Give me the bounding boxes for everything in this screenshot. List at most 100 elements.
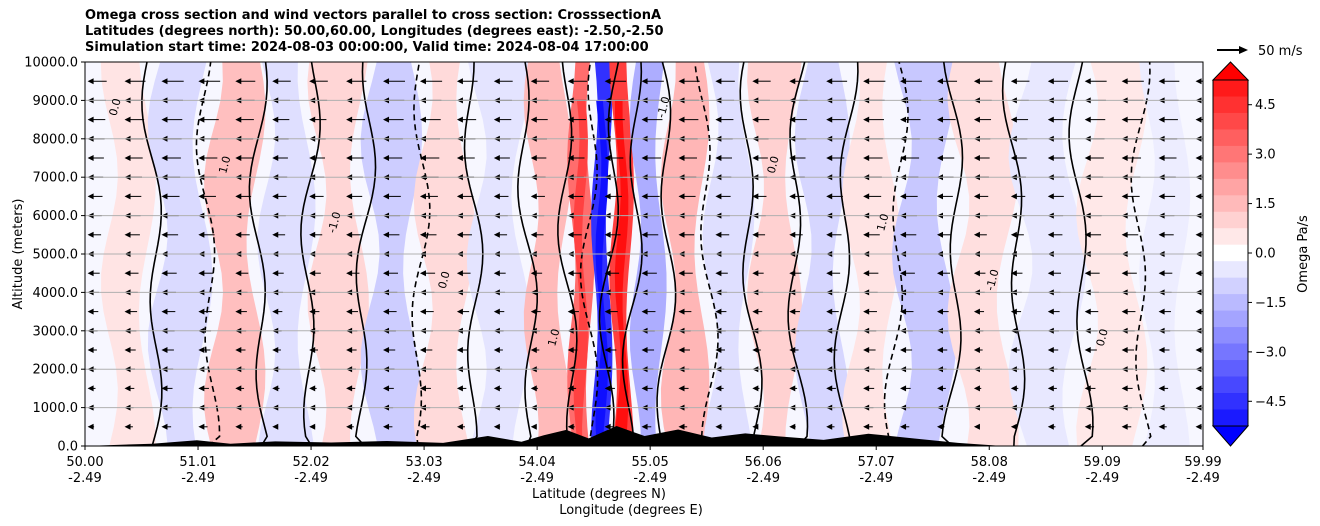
wind-vector-head <box>937 385 944 392</box>
wind-vector-head <box>1047 193 1054 200</box>
wind-vector-head <box>1195 231 1202 238</box>
wind-vector-head <box>973 385 980 392</box>
wind-vector-head <box>309 347 316 353</box>
contour-label: -1.0 <box>655 95 673 119</box>
wind-vector-head <box>1158 231 1165 238</box>
wind-vector-head <box>272 78 279 85</box>
x-tick-label-lon: -2.49 <box>972 471 1006 486</box>
wind-vector-head <box>567 385 574 392</box>
wind-vector-head <box>973 308 980 315</box>
wind-vector-head <box>346 155 353 161</box>
wind-vector-head <box>456 78 463 85</box>
wind-vector-head <box>1195 78 1202 85</box>
x-axis-label-latitude: Latitude (degrees N) <box>532 487 666 502</box>
wind-vector-head <box>1121 193 1128 200</box>
x-tick-label-lat: 52.02 <box>292 455 329 470</box>
wind-vector-head <box>87 270 94 277</box>
wind-vector-head <box>1047 423 1054 430</box>
wind-vector-head <box>346 423 353 430</box>
wind-vector-head <box>937 270 944 277</box>
wind-vector-head <box>789 270 796 277</box>
wind-vector-head <box>1047 308 1054 315</box>
wind-vector-head <box>937 347 944 353</box>
wind-vector-head <box>346 270 353 277</box>
wind-vector-head <box>272 193 279 200</box>
wind-vector-head <box>198 385 205 392</box>
quiver-key-arrowhead <box>1239 46 1248 54</box>
wind-vector-head <box>1158 385 1165 392</box>
wind-vector-head <box>1158 193 1165 200</box>
wind-vector-head <box>235 270 242 277</box>
wind-vector-head <box>272 155 279 161</box>
wind-vector-head <box>1047 231 1054 238</box>
wind-vector-head <box>715 423 722 430</box>
colorbar-level <box>1213 294 1248 311</box>
wind-vector-head <box>1084 231 1091 238</box>
quiver-key-label: 50 m/s <box>1258 44 1303 59</box>
wind-vector-head <box>567 116 574 123</box>
x-tick-label-lat: 57.07 <box>858 455 895 470</box>
wind-vector-head <box>863 78 870 85</box>
wind-vector-head <box>604 231 611 238</box>
wind-vector-head <box>1047 155 1054 161</box>
wind-vector-head <box>604 116 611 123</box>
wind-vector-head <box>715 231 722 238</box>
colorbar-label: Omega Pa/s <box>1296 215 1311 293</box>
wind-vector-head <box>826 347 833 353</box>
wind-vector-head <box>419 116 426 123</box>
contour-line <box>195 62 221 446</box>
wind-vector-head <box>346 347 353 353</box>
wind-vector-head <box>272 385 279 392</box>
wind-vector-head <box>641 347 648 353</box>
wind-vector-head <box>87 78 94 85</box>
wind-vector-head <box>309 116 316 123</box>
y-axis-label: Altitude (meters) <box>11 199 26 310</box>
x-axis-label-longitude: Longitude (degrees E) <box>559 503 703 518</box>
contour-line <box>694 62 719 446</box>
wind-vector-head <box>789 423 796 430</box>
wind-vector-head <box>1195 308 1202 315</box>
wind-vector-head <box>1084 308 1091 315</box>
wind-vector-head <box>604 155 611 161</box>
wind-vector-head <box>973 347 980 353</box>
colorbar-level <box>1213 96 1248 113</box>
wind-vector-head <box>309 155 316 161</box>
x-tick-label-lat: 50.00 <box>66 455 103 470</box>
contour-label: 0.0 <box>107 97 124 117</box>
colorbar-level <box>1213 409 1248 426</box>
wind-vector-head <box>1084 270 1091 277</box>
x-tick-label-lon: -2.49 <box>407 471 441 486</box>
contour-label: 0.0 <box>436 270 453 290</box>
wind-vector-head <box>973 270 980 277</box>
y-tick-label: 1000.0 <box>33 401 79 416</box>
wind-vector-head <box>604 308 611 315</box>
wind-vector-head <box>456 385 463 392</box>
wind-vector-head <box>826 193 833 200</box>
wind-vector-head <box>272 116 279 123</box>
wind-vector-head <box>678 347 685 353</box>
wind-vector-head <box>419 155 426 161</box>
wind-vector-head <box>530 116 537 123</box>
wind-vector-head <box>715 385 722 392</box>
wind-vector-head <box>641 78 648 85</box>
wind-vector-head <box>1121 231 1128 238</box>
contour-label: -1.0 <box>984 268 1002 292</box>
wind-vector-head <box>87 423 94 430</box>
y-tick-label: 8000.0 <box>33 132 79 147</box>
wind-vector-head <box>1010 385 1017 392</box>
wind-vector-head <box>752 270 759 277</box>
wind-vector-head <box>1010 423 1017 430</box>
colorbar-level <box>1213 277 1248 295</box>
x-tick-label-lat: 55.05 <box>632 455 669 470</box>
wind-vector-head <box>715 308 722 315</box>
wind-vector-head <box>1010 116 1017 123</box>
wind-vector-head <box>1121 116 1128 123</box>
x-tick-label-lat: 59.99 <box>1184 455 1221 470</box>
wind-vector-head <box>1195 193 1202 200</box>
wind-vector-head <box>456 308 463 315</box>
wind-vector-head <box>161 347 168 353</box>
wind-vector-head <box>973 78 980 85</box>
colorbar: 4.5 3.0 1.5 0.0 −1.5 −3.0 −4.5 Omega Pa/s <box>1211 61 1311 447</box>
wind-vector-head <box>1158 116 1165 123</box>
wind-vector-head <box>826 231 833 238</box>
